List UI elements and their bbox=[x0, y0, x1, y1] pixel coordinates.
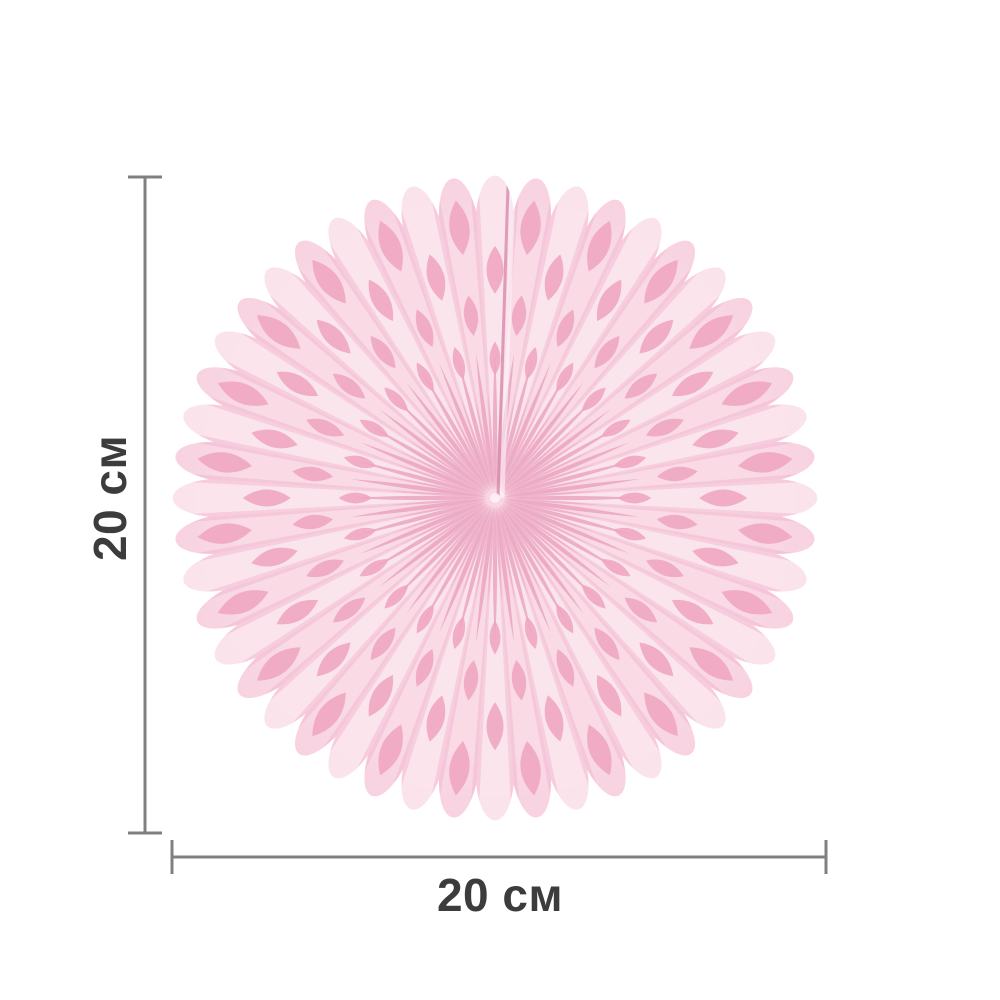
width-dimension-label: 20 см bbox=[436, 869, 564, 921]
height-dimension-label: 20 см bbox=[84, 434, 136, 562]
